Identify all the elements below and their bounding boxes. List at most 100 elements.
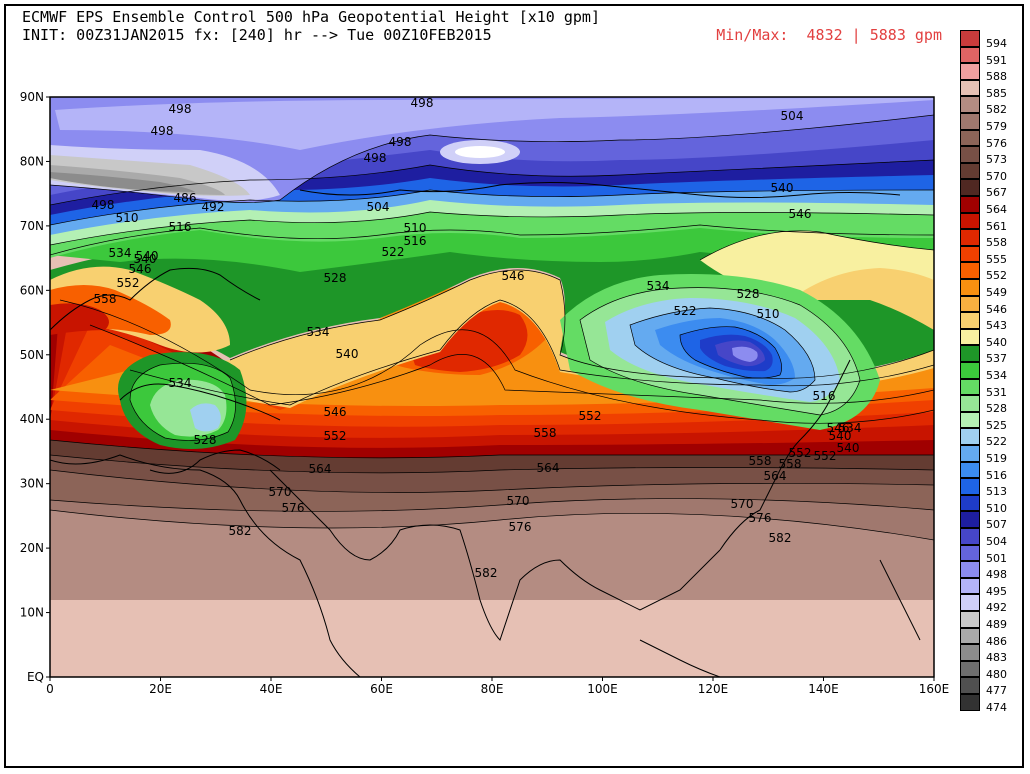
axis-ticks: 90N 80N 70N 60N 50N 40N 30N 20N 10N EQ0 20E 40E 60E 8… <box>20 90 950 696</box>
legend-swatch <box>960 30 980 47</box>
lat-tick-label: 90N <box>20 90 44 104</box>
field-546 <box>130 270 934 408</box>
legend-label: 504 <box>986 535 1007 548</box>
legend-swatch <box>960 660 980 678</box>
contour-label: 498 <box>169 102 192 116</box>
legend-label: 582 <box>986 103 1007 117</box>
contour-label: 546 <box>789 207 812 221</box>
legend-row: 489 <box>960 611 1020 631</box>
legend-label: 579 <box>986 120 1007 133</box>
legend-swatch <box>960 312 980 329</box>
legend-swatch <box>960 295 980 313</box>
legend-label: 570 <box>986 169 1007 183</box>
legend-label: 483 <box>986 651 1007 665</box>
legend-swatch <box>960 345 980 362</box>
contour-label: 534 <box>109 246 132 260</box>
legend-row: 483 <box>960 644 1020 665</box>
legend-swatch <box>960 212 980 230</box>
legend-row: 477 <box>960 677 1020 696</box>
legend-swatch <box>960 378 980 396</box>
legend-label: 489 <box>986 618 1007 631</box>
contour-label: 534 <box>169 376 192 390</box>
lon-tick-label: 80E <box>481 682 504 696</box>
contour-label: 570 <box>269 485 292 499</box>
contour-label: 510 <box>404 221 427 235</box>
contour-label: 516 <box>169 220 192 234</box>
legend-swatch <box>960 594 980 611</box>
coastlines <box>50 182 921 677</box>
legend-swatch <box>960 262 980 279</box>
legend-swatch <box>960 362 980 379</box>
legend-label: 480 <box>986 667 1007 681</box>
lat-tick-label: 60N <box>20 283 44 297</box>
legend-row: 519 <box>960 445 1020 465</box>
contour-label: 582 <box>475 566 498 580</box>
contour-label: 546 <box>827 421 850 435</box>
contour-label: 522 <box>674 304 697 318</box>
lon-tick-label: 20E <box>149 682 172 696</box>
contour-label: 570 <box>507 494 530 508</box>
legend-row: 537 <box>960 345 1020 366</box>
contour-label: 516 <box>404 234 427 248</box>
contour-label: 540 <box>136 249 159 263</box>
legend-label: 591 <box>986 53 1007 67</box>
contour-label: 540 <box>829 429 852 443</box>
legend-row: 588 <box>960 63 1020 82</box>
lon-tick-label: 0 <box>46 682 54 696</box>
lat-tick-label: 80N <box>20 154 44 168</box>
legend-swatch <box>960 179 980 196</box>
contour-label: 552 <box>579 409 602 423</box>
legend-swatch <box>960 196 980 213</box>
contour-label: 540 <box>336 347 359 361</box>
contour-label: 510 <box>116 211 139 225</box>
legend-row: 495 <box>960 577 1020 597</box>
contour-label: 552 <box>789 446 812 460</box>
contour-label: 564 <box>764 469 787 483</box>
lon-tick-label: 120E <box>698 682 729 696</box>
contour-label: 558 <box>534 426 557 440</box>
legend-label: 546 <box>986 302 1007 316</box>
contour-label: 558 <box>94 292 117 306</box>
contour-label: 516 <box>813 389 836 403</box>
field-582 <box>50 510 934 600</box>
legend-label: 507 <box>986 518 1007 532</box>
legend-label: 528 <box>986 402 1007 416</box>
map-frame <box>4 4 1024 768</box>
legend-label: 501 <box>986 551 1007 565</box>
legend-swatch <box>960 46 980 64</box>
contour-label: 534 <box>647 279 670 293</box>
contour-label: 540 <box>837 441 860 455</box>
legend-label: 519 <box>986 452 1007 465</box>
legend-row: 570 <box>960 162 1020 183</box>
legend-label: 492 <box>986 601 1007 615</box>
legend-swatch <box>960 229 980 246</box>
contour-label: 528 <box>737 287 760 301</box>
contour-label: 552 <box>814 449 837 463</box>
contour-label: 570 <box>731 497 754 511</box>
legend-row: 573 <box>960 146 1020 167</box>
legend-label: 573 <box>986 153 1007 167</box>
legend-row: 522 <box>960 428 1020 447</box>
legend-swatch <box>960 96 980 113</box>
contour-label: 552 <box>117 276 140 290</box>
legend-swatch <box>960 478 980 495</box>
legend-row: 552 <box>960 262 1020 283</box>
legend-row: 510 <box>960 494 1020 514</box>
lon-tick-label: 40E <box>260 682 283 696</box>
legend-label: 576 <box>986 136 1007 150</box>
contour-label: 558 <box>779 457 802 471</box>
lat-tick-label: 70N <box>20 219 44 233</box>
legend-row: 564 <box>960 196 1020 215</box>
legend-swatch <box>960 129 980 147</box>
legend-label: 555 <box>986 252 1007 266</box>
legend-label: 537 <box>986 352 1007 366</box>
lon-tick-label: 60E <box>370 682 393 696</box>
legend-swatch <box>960 694 980 711</box>
legend-swatch <box>960 544 980 562</box>
init-time: INIT: 00Z31JAN2015 fx: [240] hr --> Tue … <box>22 26 492 44</box>
legend-label: 552 <box>986 269 1007 283</box>
legend-row: 582 <box>960 96 1020 117</box>
legend-swatch <box>960 245 980 263</box>
lat-tick-label: 50N <box>20 348 44 362</box>
